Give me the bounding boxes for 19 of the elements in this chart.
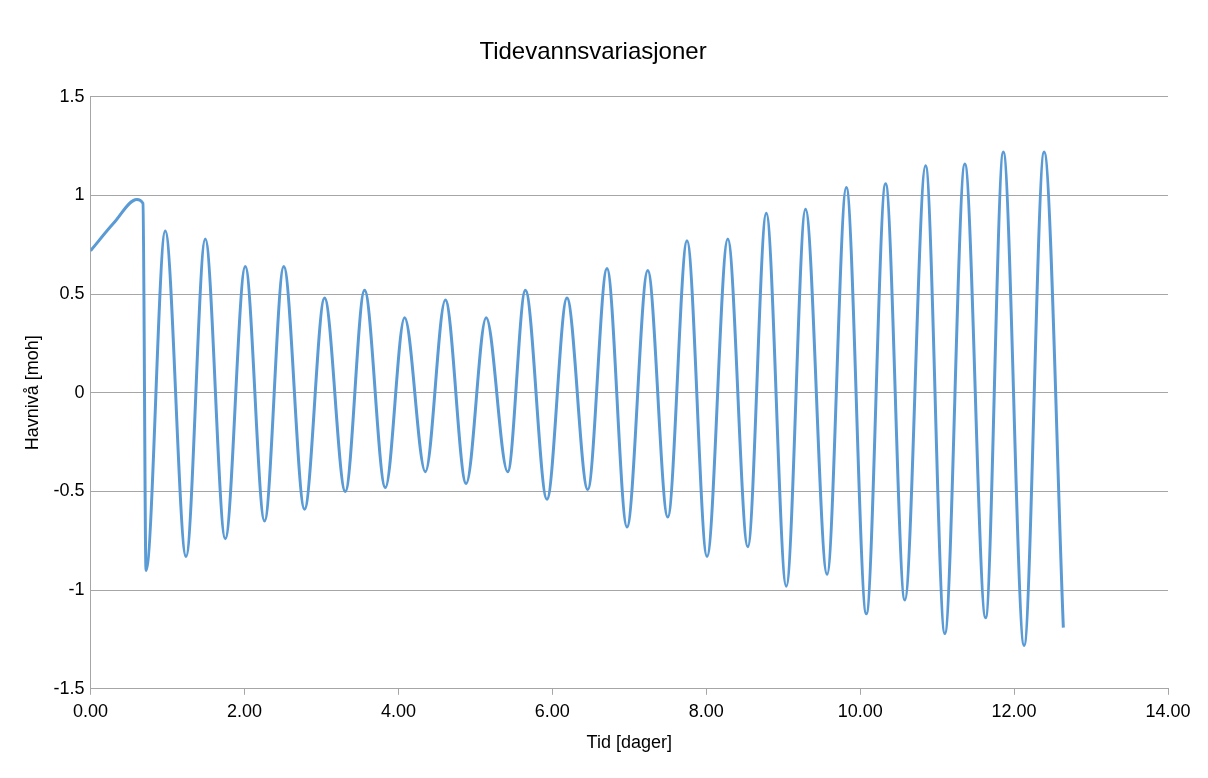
y-tick-label: 1 [74,184,85,205]
y-tick-label: 0.5 [59,283,85,304]
x-tick-label: 10.00 [837,700,883,721]
line-series [90,150,1065,647]
y-axis-title: Havnivå [moh] [21,335,42,451]
x-tick-label: 14.00 [1145,700,1191,721]
y-tick-label: 0 [74,381,85,402]
y-tick-label: -1.5 [53,677,85,698]
x-tick-label: 0.00 [73,700,109,721]
x-tick-label: 2.00 [227,700,263,721]
x-axis-title: Tid [dager] [586,732,672,753]
x-tick-label: 8.00 [688,700,724,721]
x-tick-label: 4.00 [380,700,416,721]
y-tick-label: 1.5 [59,85,85,106]
x-tick-label: 6.00 [534,700,570,721]
chart-title: Tidevannsvariasjoner [479,37,707,65]
x-tick-label: 12.00 [991,700,1037,721]
y-tick-label: -1 [68,579,85,600]
y-tick-label: -0.5 [53,480,85,501]
